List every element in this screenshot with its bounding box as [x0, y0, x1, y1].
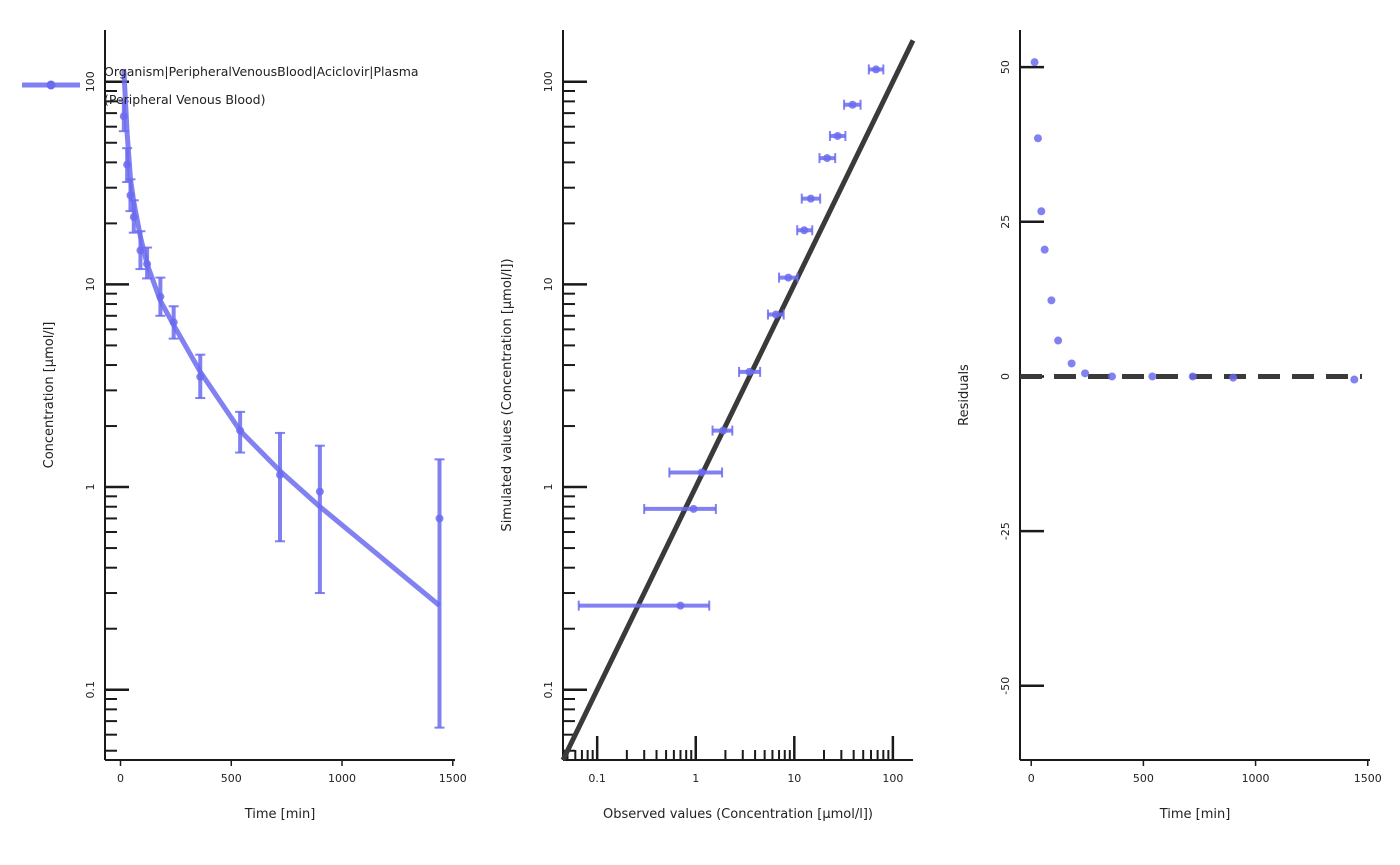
x-tick-label: 1000: [328, 772, 356, 785]
observed-vs-simulated-point: [719, 426, 728, 435]
y-tick-label: 1: [542, 484, 555, 491]
observed-vs-simulated-point: [872, 65, 881, 74]
y-axis-title: Residuals: [957, 364, 972, 426]
observed-point: [196, 372, 205, 381]
legend-label: Organism|PeripheralVenousBlood|Aciclovir…: [104, 64, 419, 79]
residual-point: [1033, 134, 1042, 143]
x-tick-label: 0: [117, 772, 124, 785]
observed-point: [123, 160, 132, 169]
y-tick-label: 0: [999, 373, 1012, 380]
observed-vs-simulated-point: [848, 100, 857, 109]
identity-line: [560, 39, 916, 762]
observed-point: [143, 260, 152, 269]
residual-point: [1188, 372, 1197, 381]
x-tick-label: 1500: [439, 772, 467, 785]
residual-point: [1107, 372, 1116, 381]
x-tick-label: 1500: [1354, 772, 1382, 785]
residual-point: [1350, 375, 1359, 384]
x-tick-label: 100: [882, 772, 903, 785]
observed-vs-simulated-point: [823, 154, 832, 163]
y-tick-label: 10: [84, 277, 97, 291]
y-tick-label: -50: [999, 677, 1012, 695]
residual-point: [1229, 373, 1238, 382]
observed-point: [129, 213, 138, 222]
y-tick-label: 0.1: [84, 681, 97, 699]
observed-vs-simulated-point: [689, 504, 698, 513]
y-tick-label: 10: [542, 277, 555, 291]
residual-point: [1040, 245, 1049, 254]
observed-vs-simulated-point: [771, 310, 780, 319]
legend-label: (Peripheral Venous Blood): [104, 92, 265, 107]
residual-point: [1054, 336, 1063, 345]
x-tick-label: 10: [787, 772, 801, 785]
x-tick-label: 0.1: [588, 772, 606, 785]
observed-point: [236, 426, 245, 435]
residual-point: [1047, 296, 1056, 305]
observed-vs-simulated-point: [800, 226, 809, 235]
observed-vs-simulated-panel: 0.1 1 10 100 0.1 1 10 100 Observed values (Conce…: [500, 30, 916, 822]
y-tick-label: 50: [999, 60, 1012, 74]
residual-point: [1081, 369, 1090, 378]
observed-vs-simulated-point: [745, 367, 754, 376]
y-axis-title: Simulated values (Concentration [µmol/l]…: [500, 258, 515, 531]
observed-point: [435, 514, 444, 523]
observed-point: [156, 292, 165, 301]
x-tick-label: 1: [692, 772, 699, 785]
observed-point: [119, 112, 128, 121]
observed-point: [126, 191, 135, 200]
observed-point: [315, 487, 324, 496]
residual-point: [1030, 58, 1039, 67]
observed-vs-simulated-point: [676, 601, 685, 610]
x-tick-label: 500: [221, 772, 242, 785]
x-axis-title: Time [min]: [1159, 807, 1231, 822]
x-tick-label: 0: [1028, 772, 1035, 785]
observed-point: [276, 470, 284, 479]
y-tick-label: 0.1: [542, 681, 555, 699]
legend-point-swatch: [46, 80, 56, 90]
x-axis-title: Time [min]: [244, 807, 316, 822]
y-axis-title: Concentration [µmol/l]: [42, 322, 57, 469]
y-tick-label: 25: [999, 215, 1012, 229]
x-axis-title: Observed values (Concentration [µmol/l]): [603, 807, 873, 822]
x-tick-label: 1000: [1242, 772, 1270, 785]
observed-vs-simulated-point: [784, 273, 793, 282]
observed-vs-simulated-point: [697, 468, 706, 477]
x-tick-label: 500: [1133, 772, 1154, 785]
observed-vs-simulated-point: [806, 194, 815, 203]
y-tick-label: -25: [999, 522, 1012, 540]
residual-point: [1067, 359, 1076, 368]
observed-vs-simulated-point: [833, 131, 842, 140]
y-tick-label: 100: [542, 71, 555, 92]
y-tick-label: 1: [84, 484, 97, 491]
observed-point: [169, 318, 178, 327]
y-tick-label: 100: [84, 71, 97, 92]
residual-point: [1037, 207, 1046, 216]
residual-point: [1148, 372, 1157, 381]
